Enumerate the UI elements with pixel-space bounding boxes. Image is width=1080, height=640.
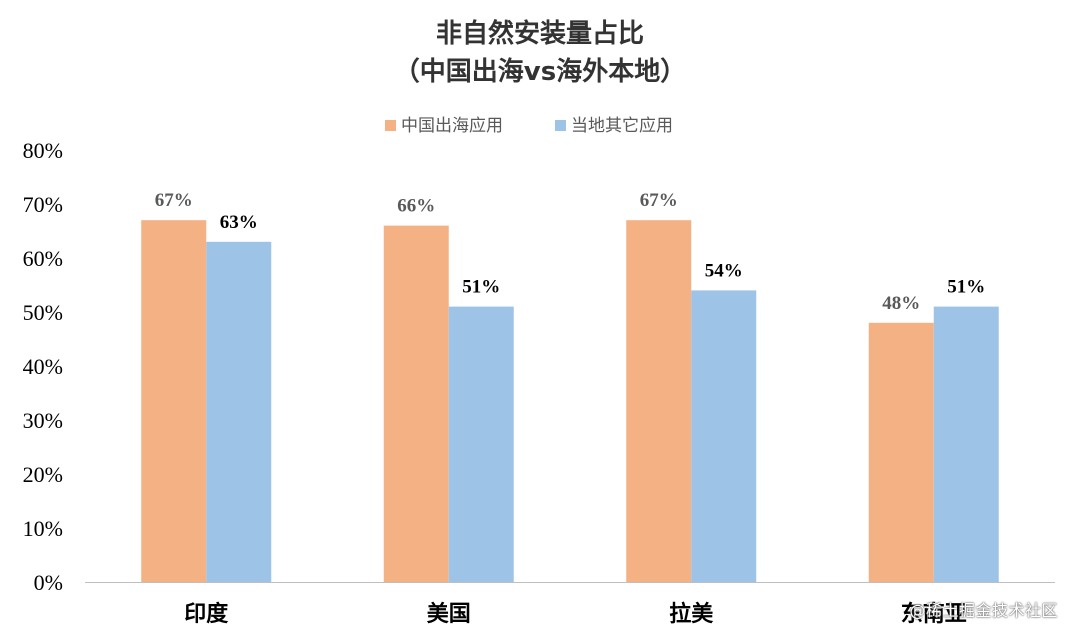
y-tick-label: 10%: [23, 516, 63, 541]
x-tick-label: 东南亚: [901, 601, 967, 627]
y-tick-label: 40%: [23, 354, 63, 379]
watermark: @稀土掘金技术社区: [909, 601, 1058, 620]
x-axis: 印度 美国 拉美 东南亚: [85, 582, 1055, 627]
legend-label-1: 中国出海应用: [401, 116, 503, 136]
bar-1-4: [868, 322, 934, 582]
data-label-1-4: 48%: [882, 293, 920, 314]
y-tick-label: 30%: [23, 408, 63, 433]
data-label-1-2: 66%: [397, 196, 435, 217]
x-tick-label: 印度: [184, 601, 229, 627]
legend-label-2: 当地其它应用: [571, 116, 673, 136]
bar-2-1: [206, 241, 272, 583]
legend-swatch-2: [555, 120, 566, 131]
y-tick-label: 20%: [23, 462, 63, 487]
chart-subtitle: （中国出海vs海外本地）: [394, 57, 686, 87]
bars: 67% 63% 66% 51% 67% 54% 48% 51%: [141, 190, 999, 583]
x-tick-label: 拉美: [669, 601, 714, 627]
x-tick-label: 美国: [427, 601, 471, 627]
data-label-1-1: 67%: [155, 190, 193, 211]
data-label-2-2: 51%: [462, 277, 500, 298]
data-label-1-3: 67%: [640, 190, 678, 211]
y-axis: 0% 10% 20% 30% 40% 50% 60% 70% 80%: [23, 138, 63, 595]
bar-2-4: [933, 306, 999, 582]
data-label-2-3: 54%: [705, 260, 743, 281]
chart-title: 非自然安装量占比: [436, 18, 644, 49]
y-tick-label: 80%: [23, 138, 63, 163]
y-tick-label: 60%: [23, 246, 63, 271]
bar-1-1: [141, 220, 207, 582]
y-tick-label: 70%: [23, 192, 63, 217]
bar-2-3: [691, 290, 757, 582]
data-label-2-1: 63%: [220, 212, 258, 233]
data-label-2-4: 51%: [947, 277, 985, 298]
bar-1-2: [383, 225, 449, 582]
bar-1-3: [626, 220, 692, 582]
y-tick-label: 50%: [23, 300, 63, 325]
y-tick-label: 0%: [34, 570, 63, 595]
bar-2-2: [448, 306, 514, 582]
legend-swatch-1: [385, 120, 396, 131]
legend: 中国出海应用 当地其它应用: [385, 116, 673, 136]
